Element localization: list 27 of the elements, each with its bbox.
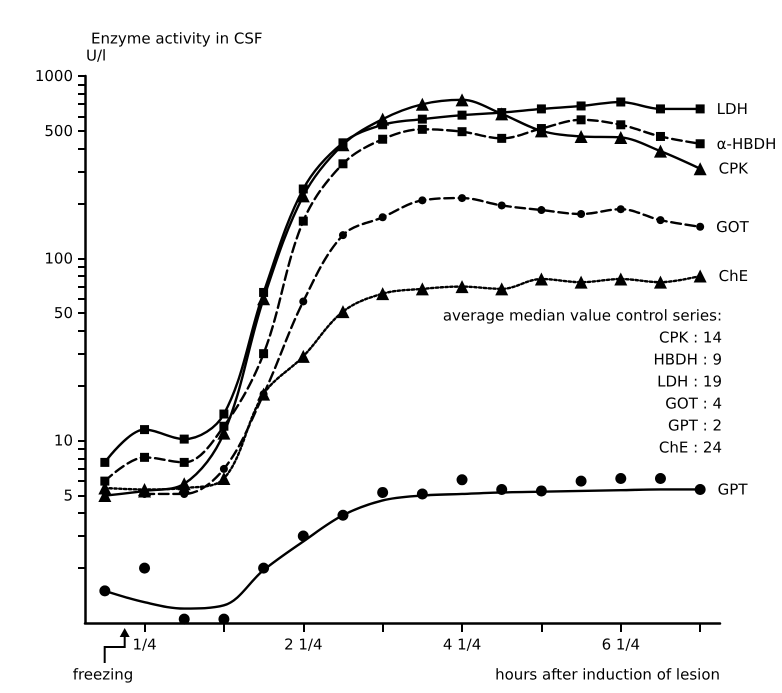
y-tick-label: 500 (44, 122, 73, 140)
x-axis-title: hours after induction of lesion (495, 666, 720, 684)
x-tick-label: 6 1/4 (602, 636, 640, 654)
series-label: LDH (716, 100, 748, 118)
y-tick-label: 100 (44, 249, 73, 268)
text: freezing (72, 666, 134, 684)
annotation: CPK : 14 (658, 328, 722, 346)
y-tick-label: 5 (63, 486, 73, 505)
x-tick-label: 4 1/4 (442, 636, 482, 654)
annotation: HBDH : 9 (653, 350, 722, 368)
annotation: GOT : 4 (665, 394, 722, 412)
y-tick-label: 1000 (34, 67, 73, 85)
annotation: GPT : 2 (668, 416, 722, 434)
annotation: average median value control series: (442, 306, 722, 324)
series-label: ChE (718, 267, 748, 286)
y-axis-title: U/l (86, 46, 106, 64)
y-tick-label: 10 (54, 432, 73, 450)
x-tick-label: 1/4 (132, 636, 157, 654)
annotation: ChE : 24 (658, 438, 722, 456)
series-label: α-HBDH (716, 134, 776, 153)
y-tick-label: 50 (54, 304, 73, 322)
chart-title: Enzyme activity in CSF (91, 30, 262, 48)
series-label: GOT (716, 218, 750, 236)
x-tick-label: 2 1/4 (284, 636, 323, 654)
annotation: LDH : 19 (657, 372, 722, 390)
series-label: CPK (718, 160, 750, 178)
series-label: GPT (718, 480, 748, 498)
